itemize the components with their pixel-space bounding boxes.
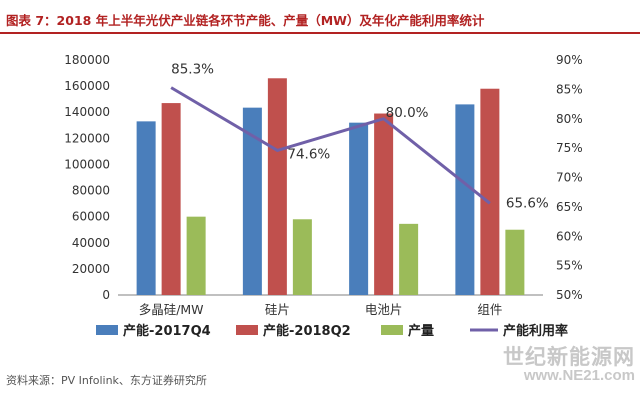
watermark: 世纪新能源网 www.NE21.com xyxy=(470,346,635,384)
chart-axes: 0 20000 40000 60000 80000 100000 120000 140000 1… xyxy=(64,53,582,317)
data-label: 74.6% xyxy=(287,146,330,162)
watermark-name: 世纪新能源网 xyxy=(503,345,635,369)
legend-swatch xyxy=(236,325,258,335)
y-right-tick-label: 70% xyxy=(556,171,583,185)
legend-label: 产量 xyxy=(408,323,434,339)
bar xyxy=(136,121,156,295)
chart-title: 图表 7：2018 年上半年光伏产业链各环节产能、产量（MW）及年化产能利用率统… xyxy=(6,13,485,28)
y-right-tick-label: 75% xyxy=(556,141,583,155)
data-label: 65.6% xyxy=(506,195,549,211)
legend-swatch xyxy=(381,325,403,335)
bar xyxy=(161,103,181,295)
y-left-tick-label: 80000 xyxy=(72,184,110,198)
chart-line: 85.3% 74.6% 80.0% 65.6% xyxy=(170,62,549,211)
y-left-tick-label: 60000 xyxy=(72,210,110,224)
title-divider xyxy=(0,32,640,34)
y-right-tick-label: 50% xyxy=(556,288,583,302)
chart-bars xyxy=(136,78,525,296)
y-right-tick-label: 55% xyxy=(556,259,583,273)
x-tick-label: 多晶硅/MW xyxy=(139,302,204,317)
y-right-tick-label: 65% xyxy=(556,200,583,214)
line-series-path xyxy=(170,86,491,205)
bar xyxy=(242,107,262,296)
y-left-tick-label: 180000 xyxy=(64,53,110,67)
y-left-tick-label: 100000 xyxy=(64,157,110,171)
x-tick-label: 硅片 xyxy=(265,302,290,317)
bar xyxy=(374,113,394,296)
bar xyxy=(186,216,206,295)
source-note: 资料来源：PV Infolink、东方证券研究所 xyxy=(6,374,207,387)
legend-label: 产能利用率 xyxy=(503,323,568,339)
watermark-url: www.NE21.com xyxy=(523,367,635,385)
bar xyxy=(349,122,369,296)
bar xyxy=(480,88,500,295)
x-tick-label: 组件 xyxy=(477,302,502,317)
data-label: 80.0% xyxy=(386,105,429,121)
x-tick-label: 电池片 xyxy=(365,302,403,317)
data-label: 85.3% xyxy=(171,62,214,78)
y-right-tick-label: 60% xyxy=(556,229,583,243)
y-right-tick-label: 80% xyxy=(556,112,583,126)
y-right-tick-label: 85% xyxy=(556,82,583,96)
y-left-tick-label: 160000 xyxy=(64,79,110,93)
bar xyxy=(505,229,525,295)
bar xyxy=(292,219,312,295)
legend-label: 产能-2018Q2 xyxy=(263,323,351,339)
legend-swatch xyxy=(96,325,118,335)
y-left-tick-label: 140000 xyxy=(64,105,110,119)
y-right-tick-label: 90% xyxy=(556,53,583,67)
y-left-tick-label: 40000 xyxy=(72,236,110,250)
bar xyxy=(267,78,287,296)
bar xyxy=(399,223,419,295)
chart-legend: 产能-2017Q4 产能-2018Q2 产量 产能利用率 xyxy=(96,323,568,339)
legend-label: 产能-2017Q4 xyxy=(123,323,211,339)
y-left-tick-label: 120000 xyxy=(64,131,110,145)
bar xyxy=(455,104,475,295)
y-left-tick-label: 20000 xyxy=(72,262,110,276)
y-left-tick-label: 0 xyxy=(102,288,110,302)
